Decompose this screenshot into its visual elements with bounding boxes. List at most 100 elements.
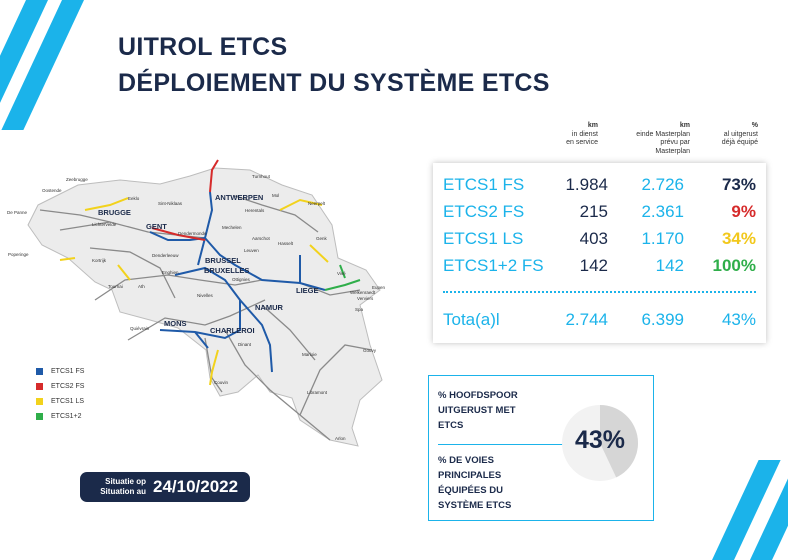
col-header-percent: % al uitgerust déjà équipé [721,122,758,146]
etcs2-fs-lines [151,159,219,241]
main-track-label-nl: % HOOFDSPOOR UITGERUST MET ETCS [438,390,518,431]
svg-text:Enghien: Enghien [162,270,179,275]
situation-label-fr: Situation au [100,487,146,496]
total-name: Tota(a)l [443,310,500,329]
svg-text:Lichtervelde: Lichtervelde [92,222,117,227]
svg-text:Turnhout: Turnhout [252,174,271,179]
box-divider [438,444,583,445]
svg-text:Genk: Genk [316,236,328,241]
row-masterplan: 142 [655,256,684,275]
etcs1-ls-lines [59,197,329,386]
main-track-box: % HOOFDSPOOR UITGERUST MET ETCS % DE VOI… [428,375,654,521]
svg-text:Eeklo: Eeklo [128,196,140,201]
row-name: ETCS1+2 FS [443,256,544,275]
svg-text:Couvin: Couvin [214,380,229,385]
situation-label-nl: Situatie op [105,477,146,486]
svg-text:Mol: Mol [272,193,279,198]
svg-text:Libramont: Libramont [307,390,328,395]
etcs-stats-panel: ETCS1 FS 1.984 2.726 73% ETCS2 FS 215 2.… [433,163,766,343]
svg-text:Denderleeuw: Denderleeuw [152,253,179,258]
svg-text:De Panne: De Panne [7,210,28,215]
svg-text:Tournai: Tournai [108,284,123,289]
legend-label: ETCS1 LS [51,398,85,405]
main-track-percent: 43% [574,426,626,454]
table-row: ETCS1 LS 403 1.170 34% [433,229,766,255]
row-percent: 100% [712,256,756,275]
situation-label: Situatie op Situation au [80,477,146,497]
belgium-etcs-map: Zeebrugge Oostende De Panne Eeklo Sint-Nikl… [7,159,386,447]
row-name: ETCS2 FS [443,202,525,221]
legend-label: ETCS1+2 [51,413,82,420]
etcs1-fs-lines [149,191,326,373]
svg-text:Aarschot: Aarschot [252,236,271,241]
svg-text:LIEGE: LIEGE [296,286,319,295]
legend-label: ETCS1 FS [51,368,85,375]
row-in-service: 1.984 [565,175,608,194]
svg-text:Arlon: Arlon [335,436,346,441]
svg-text:Dinant: Dinant [238,342,252,347]
main-track-label-fr: % DE VOIES PRINCIPALES ÉQUIPÉES DU SYSTÈ… [438,455,512,511]
svg-text:Dendermonde: Dendermonde [178,231,207,236]
pie-slice-equipped [600,405,638,478]
svg-text:CHARLEROI: CHARLEROI [210,326,255,335]
svg-text:MONS: MONS [164,319,187,328]
row-masterplan: 1.170 [641,229,684,248]
situation-date: 24/10/2022 [153,477,239,496]
total-percent: 43% [721,310,756,329]
total-masterplan: 6.399 [641,310,684,329]
svg-text:Gouvy: Gouvy [363,348,377,353]
map-legend: ETCS1 FS ETCS2 FS ETCS1 LS ETCS1+2 [36,364,84,424]
etcs1-2-lines [324,264,361,291]
svg-text:Nivelles: Nivelles [197,293,214,298]
svg-text:NAMUR: NAMUR [255,303,283,312]
col-header-masterplan: km einde Masterplan prévu par Masterplan [636,122,690,155]
table-row: ETCS1 FS 1.984 2.726 73% [433,175,766,201]
legend-item: ETCS1 LS [36,394,84,409]
legend-swatch [36,413,43,420]
row-name: ETCS1 FS [443,175,525,194]
row-masterplan: 2.361 [641,202,684,221]
legend-swatch [36,383,43,390]
svg-text:Spa: Spa [355,307,364,312]
legend-swatch [36,368,43,375]
svg-text:Marloie: Marloie [302,352,317,357]
svg-text:Quiévrain: Quiévrain [130,326,150,331]
svg-text:Welkenraedt: Welkenraedt [350,290,376,295]
total-in-service: 2.744 [565,310,608,329]
svg-text:BRUSSEL: BRUSSEL [205,256,241,265]
row-masterplan: 2.726 [641,175,684,194]
svg-text:Ath: Ath [138,284,145,289]
svg-text:Leuven: Leuven [244,248,259,253]
table-row: ETCS2 FS 215 2.361 9% [433,202,766,228]
legend-item: ETCS1+2 [36,409,84,424]
svg-text:Visé: Visé [337,271,346,276]
svg-text:Poperinge: Poperinge [8,252,29,257]
legend-item: ETCS2 FS [36,379,84,394]
col-header-in-service: km in dienst en service [566,122,598,146]
svg-text:Neerpelt: Neerpelt [308,201,326,206]
svg-text:Ottignies: Ottignies [232,277,251,282]
row-in-service: 215 [579,202,608,221]
page-title-fr: DÉPLOIEMENT DU SYSTÈME ETCS [118,69,550,97]
row-in-service: 403 [579,229,608,248]
belgium-outline [27,167,383,447]
svg-text:ANTWERPEN: ANTWERPEN [215,193,263,202]
svg-text:Sint-Niklaas: Sint-Niklaas [158,201,183,206]
svg-text:Zeebrugge: Zeebrugge [66,177,88,182]
row-percent: 9% [731,202,756,221]
svg-text:Eupen: Eupen [372,285,386,290]
row-in-service: 142 [579,256,608,275]
situation-date-badge: Situatie op Situation au 24/10/2022 [80,472,250,502]
row-percent: 73% [721,175,756,194]
svg-text:BRUXELLES: BRUXELLES [204,266,249,275]
svg-text:Kortrijk: Kortrijk [92,258,107,263]
table-row: ETCS1+2 FS 142 142 100% [433,256,766,282]
svg-text:GENT: GENT [146,222,167,231]
main-track-pie [562,405,638,481]
svg-text:Hasselt: Hasselt [278,241,294,246]
svg-text:Herentals: Herentals [245,208,265,213]
legend-item: ETCS1 FS [36,364,84,379]
svg-text:Verviers: Verviers [357,296,374,301]
svg-text:Oostende: Oostende [42,188,62,193]
svg-text:BRUGGE: BRUGGE [98,208,131,217]
